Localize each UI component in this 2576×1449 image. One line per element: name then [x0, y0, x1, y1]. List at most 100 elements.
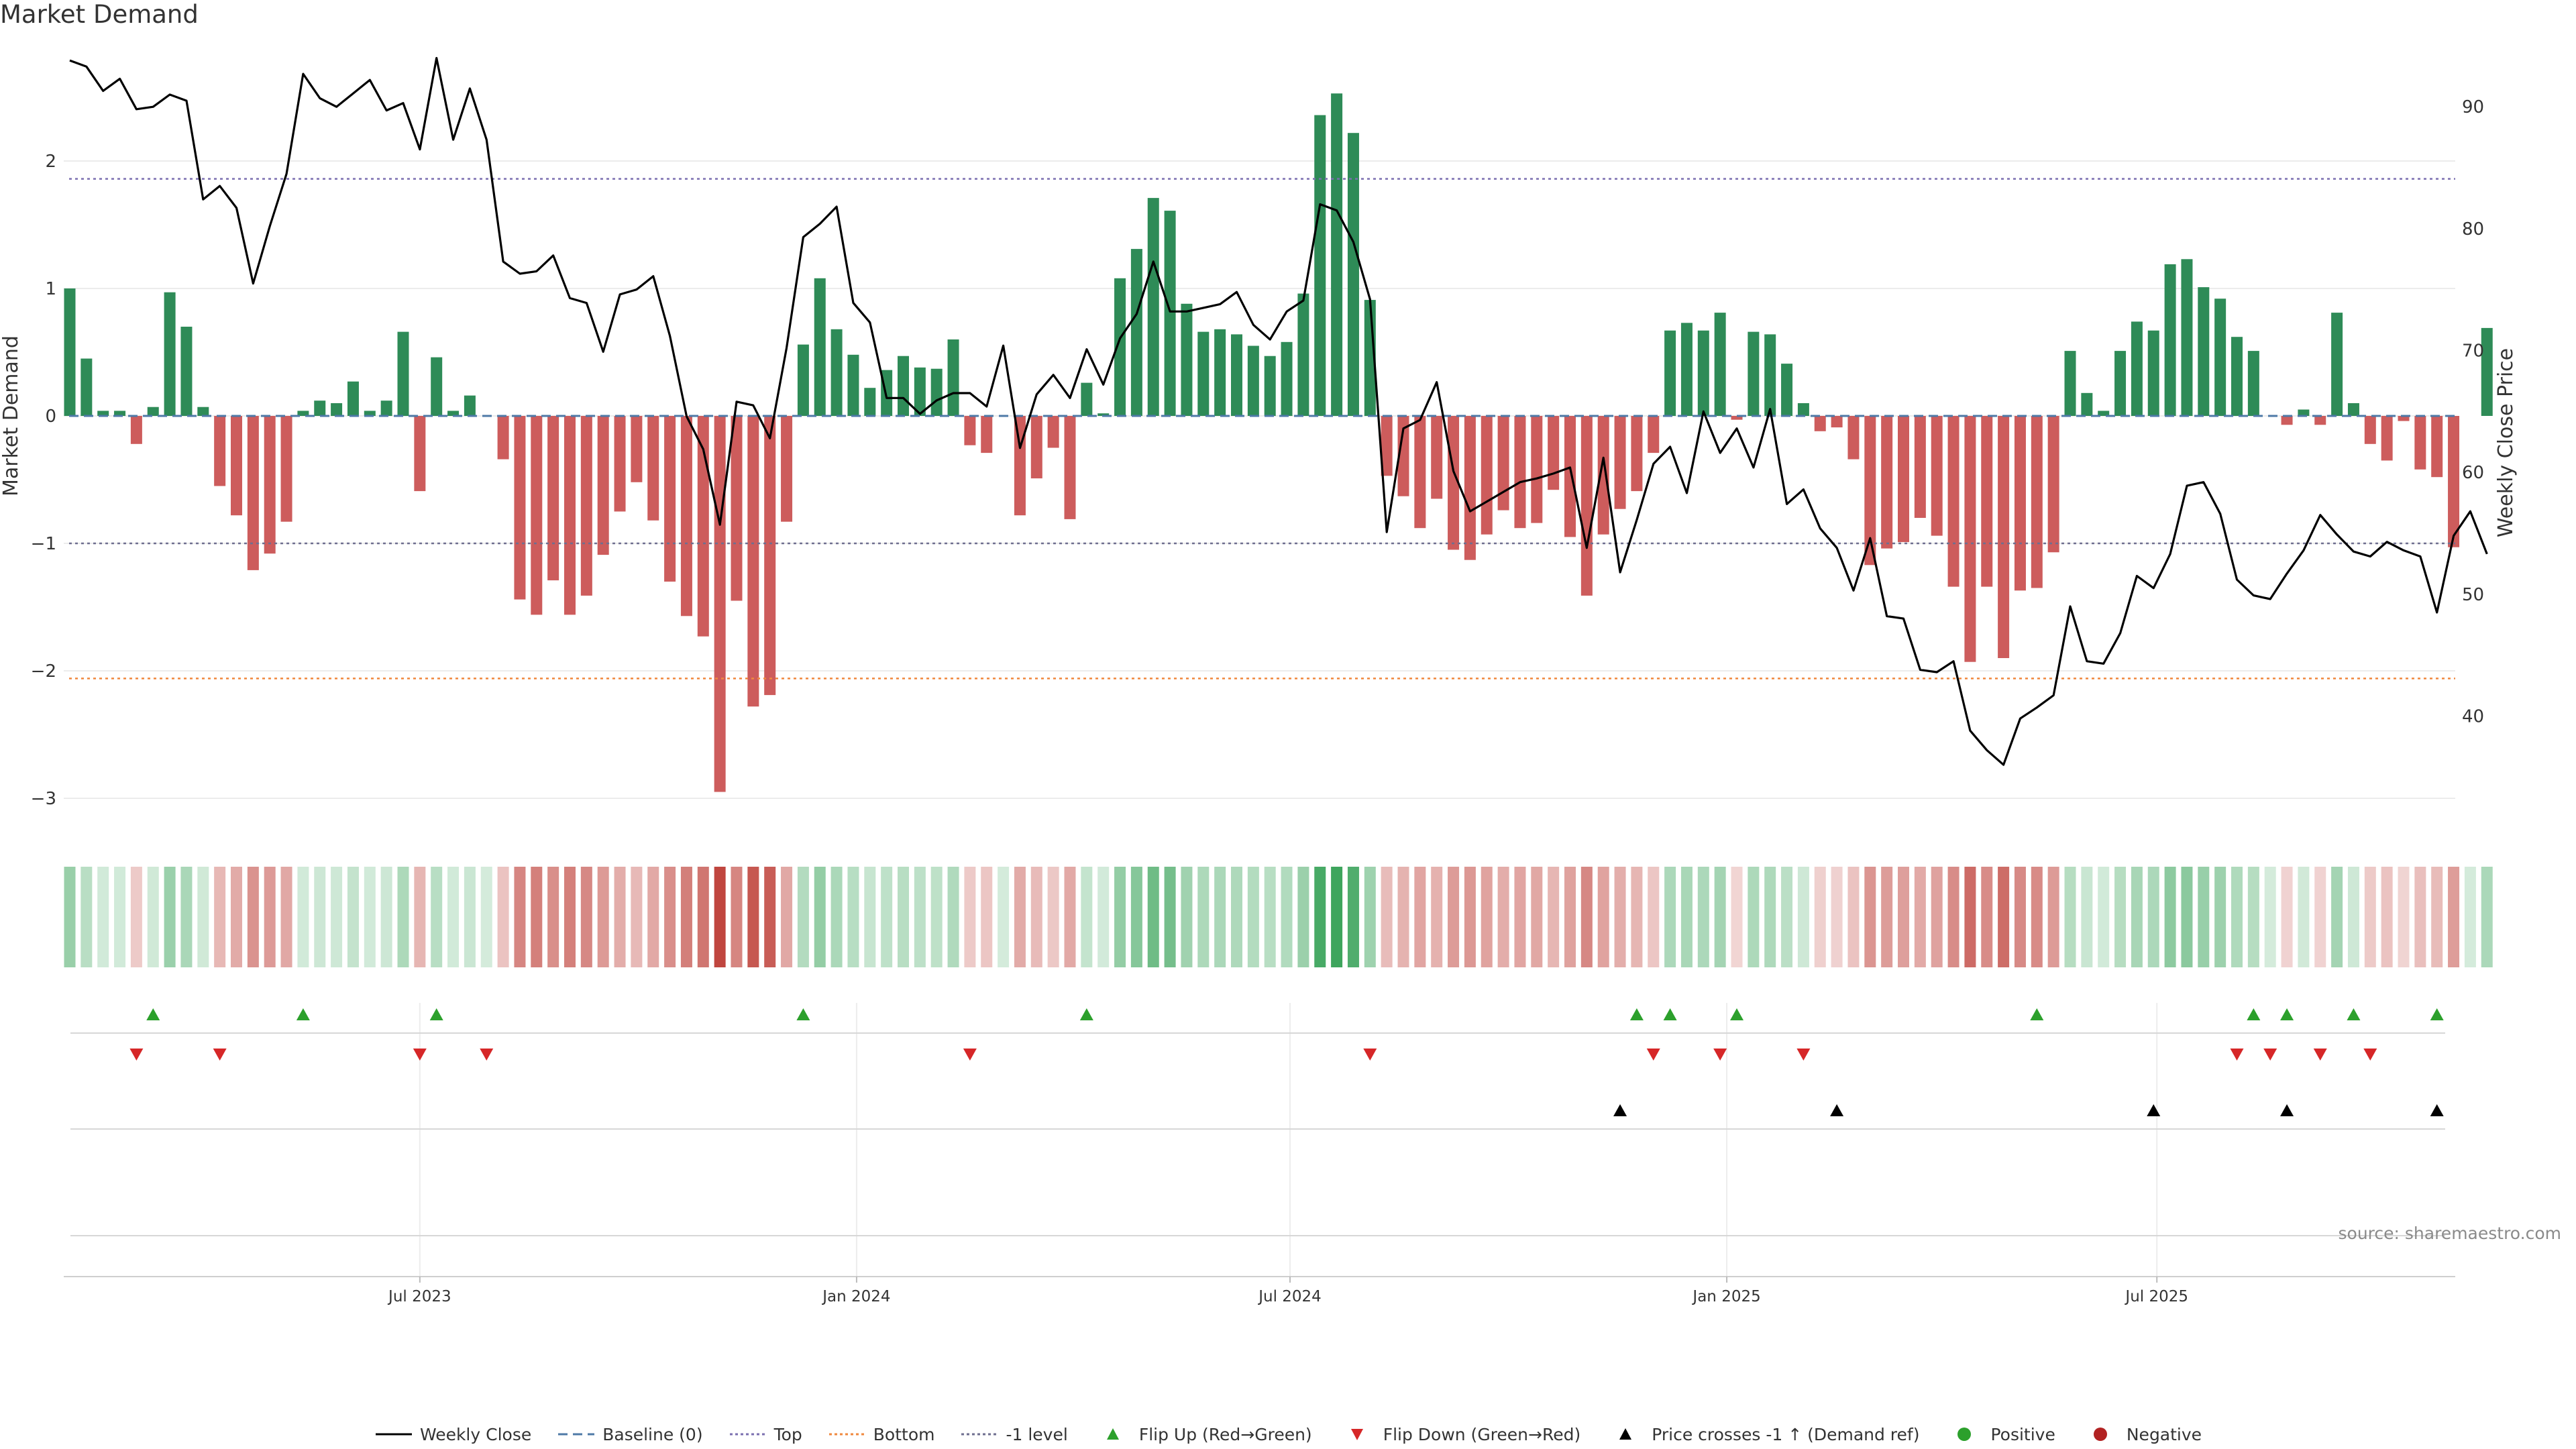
demand-bar: [664, 416, 676, 582]
strip-cell: [464, 867, 476, 967]
flip-down-marker: [213, 1049, 227, 1061]
demand-bar: [514, 416, 526, 600]
demand-bar: [64, 288, 76, 416]
demand-bar: [2298, 409, 2310, 416]
price-cross-marker: [2280, 1104, 2294, 1116]
strip-cell: [1697, 867, 1709, 967]
strip-cell: [998, 867, 1010, 967]
demand-bar: [1114, 278, 1126, 416]
demand-bar: [497, 416, 509, 460]
strip-cell: [2031, 867, 2043, 967]
demand-bar: [814, 278, 826, 416]
strip-cell: [1481, 867, 1493, 967]
demand-bar: [1731, 416, 1743, 420]
legend-bottom: Bottom: [828, 1425, 934, 1444]
legend-weekly-close: Weekly Close: [374, 1425, 531, 1444]
weekly-close-line: [69, 56, 2488, 766]
strip-cell: [1947, 867, 1960, 967]
strip-cell: [1397, 867, 1409, 967]
demand-bar: [380, 400, 392, 416]
demand-bar: [1047, 416, 1059, 448]
legend-label: Positive: [1990, 1424, 2055, 1444]
demand-bar: [364, 411, 376, 416]
flip-up-marker: [2430, 1008, 2444, 1020]
demand-bar: [1264, 356, 1276, 416]
strip-cell: [1731, 867, 1743, 967]
y-right-tick-label: 50: [2462, 585, 2484, 605]
demand-bar: [1214, 329, 1226, 416]
strip-cell: [1714, 867, 1726, 967]
demand-bar: [214, 416, 226, 486]
strip-cell: [364, 867, 376, 967]
demand-bar: [1164, 211, 1176, 416]
demand-bar: [2364, 416, 2376, 444]
strip-cell: [964, 867, 976, 967]
demand-bar: [1714, 313, 1726, 416]
y-left-tick-label: −2: [31, 661, 56, 682]
x-axis: Jul 2023 Jan 2024 Jul 2024 Jan 2025 Jul 2025: [387, 1277, 2188, 1305]
strip-cell: [2381, 867, 2393, 967]
strip-cell: [97, 867, 109, 967]
demand-bar: [1281, 341, 1293, 416]
flip-down-marker: [1646, 1049, 1660, 1061]
strip-cell: [2481, 867, 2493, 967]
price-cross-marker: [2147, 1104, 2161, 1116]
strip-cell: [1648, 867, 1660, 967]
strip-cell: [1981, 867, 1993, 967]
flip-down-marker: [1796, 1049, 1811, 1061]
demand-bar: [180, 327, 193, 416]
demand-bar: [564, 416, 576, 615]
strip-cell: [531, 867, 543, 967]
demand-bar: [2164, 264, 2176, 416]
strip-cell: [2464, 867, 2476, 967]
demand-bar: [1130, 249, 1142, 416]
demand-bar: [847, 354, 859, 416]
demand-bar: [1664, 330, 1676, 416]
legend-price-cross: Price crosses -1 ↑ (Demand ref): [1606, 1425, 1919, 1444]
demand-bar: [1764, 334, 1776, 416]
strip-cell: [1548, 867, 1560, 967]
demand-bar: [1030, 416, 1042, 479]
flip-up-marker: [296, 1008, 310, 1020]
demand-bar: [1247, 345, 1259, 416]
strip-cell: [1898, 867, 1909, 967]
demand-bar: [1448, 416, 1460, 550]
strip-cell: [631, 867, 643, 967]
strip-cell: [2414, 867, 2426, 967]
strip-cell: [2014, 867, 2026, 967]
flip-down-marker: [1363, 1049, 1377, 1061]
strip-cell: [2181, 867, 2193, 967]
demand-bar: [1831, 416, 1843, 428]
strip-cell: [1464, 867, 1476, 967]
strip-cell: [1964, 867, 1976, 967]
strip-cell: [664, 867, 676, 967]
strip-cell: [1497, 867, 1509, 967]
demand-bar: [697, 416, 709, 637]
strip-cell: [1364, 867, 1376, 967]
triangle-down-icon: [1350, 1429, 1363, 1440]
strip-cell: [347, 867, 359, 967]
y-right-tick-label: 70: [2462, 341, 2484, 361]
strip-cell: [64, 867, 76, 967]
demand-bar: [1580, 416, 1593, 596]
strip-cell: [2131, 867, 2143, 967]
strip-cell: [1781, 867, 1793, 967]
strip-cell: [80, 867, 93, 967]
demand-bar: [464, 395, 476, 416]
triangle-up-icon: [1106, 1428, 1119, 1440]
demand-bar: [1697, 330, 1709, 416]
flip-up-marker: [1730, 1008, 1743, 1020]
legend-line-swatch: [375, 1433, 412, 1436]
legend-label: Top: [773, 1424, 802, 1444]
strip-cell: [830, 867, 843, 967]
legend-label: Baseline (0): [602, 1424, 703, 1444]
demand-bar: [714, 416, 726, 792]
strip-cell: [1631, 867, 1643, 967]
demand-bar: [731, 416, 743, 601]
strip-cell: [1998, 867, 2010, 967]
event-markers: [129, 1008, 2444, 1116]
strip-cell: [2214, 867, 2226, 967]
strip-cell: [2281, 867, 2293, 967]
left-axis: −3 −2 −1 0 1 2 Market Demand: [0, 152, 56, 809]
demand-bar: [1864, 416, 1876, 566]
